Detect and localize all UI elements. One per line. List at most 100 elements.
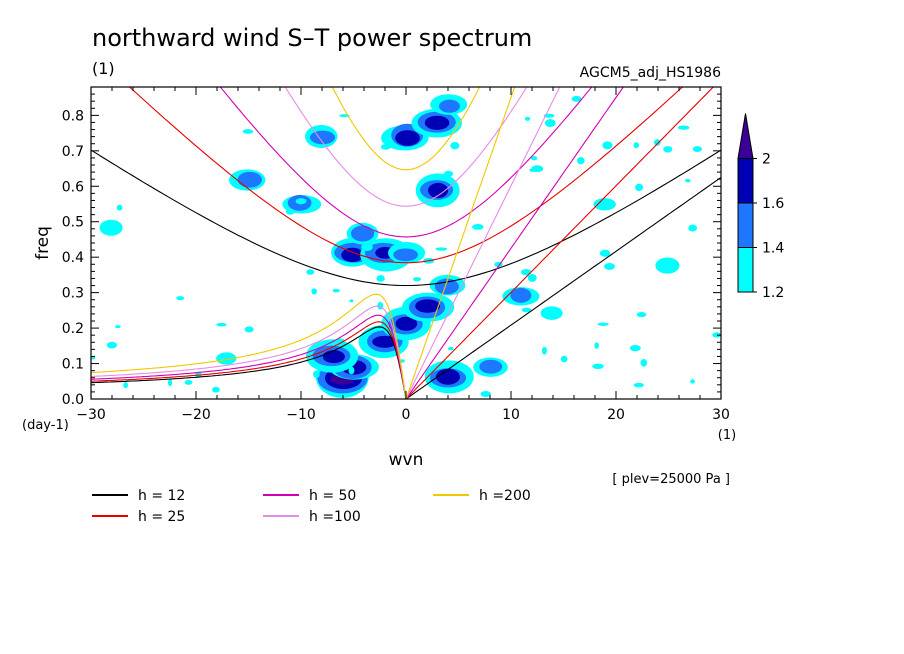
colorbar-segment xyxy=(737,247,754,293)
power-speckle xyxy=(592,363,604,370)
power-region xyxy=(655,257,680,274)
power-region xyxy=(593,198,616,211)
legend-label: h =200 xyxy=(479,488,531,504)
power-speckle xyxy=(688,224,698,232)
power-speckle xyxy=(692,146,702,153)
power-speckle xyxy=(712,332,721,338)
power-speckle xyxy=(544,119,556,128)
power-region xyxy=(435,368,460,385)
power-region xyxy=(216,352,237,365)
power-speckle xyxy=(597,322,609,326)
power-speckle xyxy=(450,142,460,150)
y-tick-label: 0.4 xyxy=(62,250,84,266)
power-region xyxy=(510,287,532,303)
y-tick-label: 0.1 xyxy=(62,357,84,373)
power-speckle xyxy=(447,346,454,351)
x-tick-label: 30 xyxy=(712,407,730,423)
power-speckle xyxy=(472,223,484,230)
power-region xyxy=(237,171,262,188)
power-speckle xyxy=(524,116,531,121)
pressure-level-note: [ plev=25000 Pa ] xyxy=(612,472,730,487)
rossby-curve xyxy=(91,326,407,399)
legend-label: h = 50 xyxy=(309,488,356,504)
power-speckle xyxy=(116,204,123,211)
x-tick-label: 0 xyxy=(402,407,411,423)
power-region xyxy=(350,225,375,242)
power-speckle xyxy=(653,139,661,146)
power-speckle xyxy=(677,125,690,130)
power-speckle xyxy=(571,95,582,102)
power-speckle xyxy=(242,129,254,134)
power-speckle xyxy=(413,277,422,282)
power-speckle xyxy=(602,141,613,150)
y-axis-unit: (day-1) xyxy=(22,418,69,433)
x-tick-label: −30 xyxy=(76,407,106,423)
power-speckle xyxy=(176,296,185,301)
power-speckle xyxy=(184,379,193,385)
power-speckle xyxy=(685,178,691,183)
power-region xyxy=(415,299,441,313)
power-speckle xyxy=(91,356,96,360)
gravity-curve xyxy=(331,87,481,171)
dispersion-curves xyxy=(91,87,721,399)
power-speckle xyxy=(529,168,538,172)
y-axis-label: freq xyxy=(33,226,53,260)
legend-label: h =100 xyxy=(309,509,361,525)
power-region xyxy=(393,248,418,262)
power-speckle xyxy=(285,208,295,215)
power-speckle xyxy=(435,247,448,251)
power-speckle xyxy=(313,370,320,378)
colorbar: 1.2 1.4 1.6 2 xyxy=(737,113,784,301)
kelvin-curve xyxy=(405,87,624,399)
power-speckle xyxy=(106,341,117,349)
colorbar-label: 1.4 xyxy=(762,241,784,257)
gravity-curve xyxy=(91,149,721,287)
power-speckle xyxy=(212,386,220,393)
gravity-curve xyxy=(284,87,528,207)
legend-label: h = 12 xyxy=(138,488,185,504)
kelvin-curve xyxy=(405,87,516,399)
power-speckle xyxy=(400,359,405,363)
curve-legend: h = 12 h = 25 h = 50 h =100 h =200 xyxy=(92,488,531,525)
y-tick-label: 0.3 xyxy=(62,286,84,302)
power-speckle xyxy=(376,275,385,282)
power-spectrum-shading xyxy=(91,94,721,398)
power-speckle xyxy=(115,325,121,329)
power-region xyxy=(439,99,460,113)
gravity-curve xyxy=(219,87,593,238)
colorbar-label: 2 xyxy=(762,152,771,168)
y-tick-label: 0.7 xyxy=(62,144,84,160)
y-tick-label: 0.5 xyxy=(62,215,84,231)
kelvin-curve xyxy=(405,87,561,399)
power-region xyxy=(395,130,420,146)
power-speckle xyxy=(633,142,640,149)
power-speckle xyxy=(594,342,599,349)
power-speckle xyxy=(629,345,641,352)
y-tick-label: 0.0 xyxy=(62,392,84,408)
x-tick-label: −20 xyxy=(181,407,211,423)
power-speckle xyxy=(443,170,454,177)
power-speckle xyxy=(640,359,647,367)
power-region xyxy=(424,115,450,130)
power-speckle xyxy=(633,382,644,388)
power-region xyxy=(372,335,397,348)
y-tick-label: 0.2 xyxy=(62,321,84,337)
x-tick-label: −10 xyxy=(286,407,316,423)
power-speckle xyxy=(244,326,254,333)
rossby-curve xyxy=(91,321,407,399)
power-region xyxy=(428,182,449,199)
power-speckle xyxy=(663,146,673,153)
power-speckle xyxy=(530,156,538,161)
power-speckle xyxy=(541,346,547,355)
chart-subtitle-left: (1) xyxy=(92,59,115,78)
power-speckle xyxy=(306,269,315,275)
rossby-curve xyxy=(91,293,407,399)
power-speckle xyxy=(332,288,340,293)
power-speckle xyxy=(348,366,355,375)
power-speckle xyxy=(361,243,373,251)
rossby-curve xyxy=(91,314,407,399)
power-region xyxy=(99,219,123,236)
power-speckle xyxy=(520,268,532,276)
x-axis-unit: (1) xyxy=(718,428,736,443)
kelvin-curve xyxy=(405,87,715,399)
